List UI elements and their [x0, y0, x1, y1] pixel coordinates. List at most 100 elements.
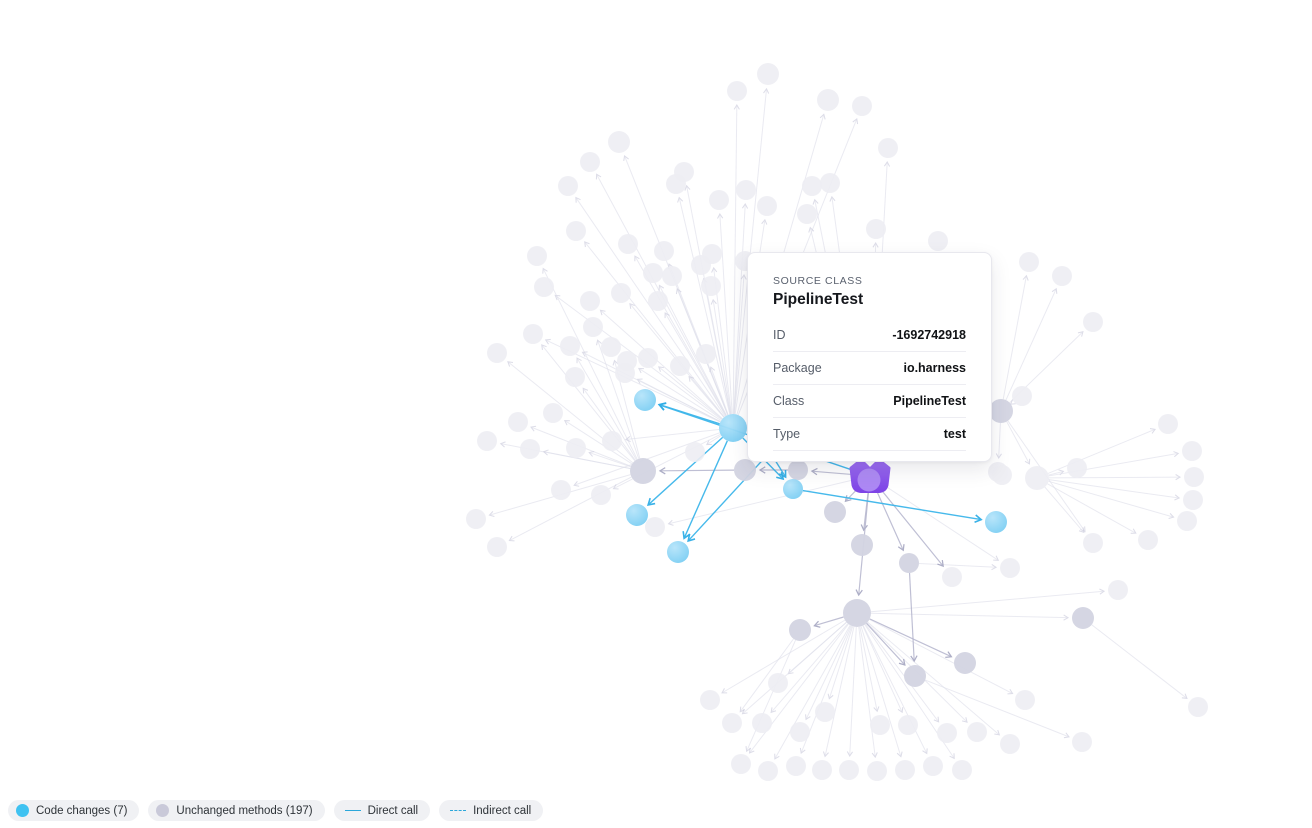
method-node-unchanged[interactable]: [757, 63, 779, 85]
method-node-unchanged[interactable]: [1083, 533, 1103, 553]
method-node-unchanged[interactable]: [989, 399, 1013, 423]
legend-item-code-changes[interactable]: Code changes (7): [8, 800, 140, 821]
method-node-unchanged[interactable]: [812, 760, 832, 780]
method-node-unchanged[interactable]: [477, 431, 497, 451]
method-node-unchanged[interactable]: [1019, 252, 1039, 272]
method-node-changed[interactable]: [667, 541, 689, 563]
method-node-unchanged[interactable]: [824, 501, 846, 523]
method-node-unchanged[interactable]: [731, 754, 751, 774]
legend-item-unchanged-methods[interactable]: Unchanged methods (197): [148, 800, 325, 821]
method-node-unchanged[interactable]: [566, 221, 586, 241]
method-node-unchanged[interactable]: [520, 439, 540, 459]
method-node-unchanged[interactable]: [788, 460, 808, 480]
method-node-unchanged[interactable]: [758, 761, 778, 781]
method-node-unchanged[interactable]: [870, 715, 890, 735]
method-node-unchanged[interactable]: [700, 690, 720, 710]
method-node-unchanged[interactable]: [638, 348, 658, 368]
method-node-unchanged[interactable]: [768, 673, 788, 693]
method-node-unchanged[interactable]: [580, 152, 600, 172]
method-node-unchanged[interactable]: [736, 180, 756, 200]
method-node-unchanged[interactable]: [851, 534, 873, 556]
method-node-unchanged[interactable]: [988, 462, 1008, 482]
method-node-changed[interactable]: [783, 479, 803, 499]
method-node-unchanged[interactable]: [1184, 467, 1204, 487]
method-node-changed[interactable]: [626, 504, 648, 526]
method-node-unchanged[interactable]: [696, 344, 716, 364]
method-node-unchanged[interactable]: [487, 343, 507, 363]
method-node-unchanged[interactable]: [928, 231, 948, 251]
method-node-unchanged[interactable]: [1012, 386, 1032, 406]
method-node-unchanged[interactable]: [790, 722, 810, 742]
method-node-unchanged[interactable]: [967, 722, 987, 742]
method-node-unchanged[interactable]: [1182, 441, 1202, 461]
method-node-changed[interactable]: [634, 389, 656, 411]
method-node-unchanged[interactable]: [1000, 558, 1020, 578]
method-node-unchanged[interactable]: [558, 176, 578, 196]
method-node-unchanged[interactable]: [543, 403, 563, 423]
method-node-unchanged[interactable]: [591, 485, 611, 505]
method-node-unchanged[interactable]: [1158, 414, 1178, 434]
method-node-unchanged[interactable]: [654, 241, 674, 261]
method-node-unchanged[interactable]: [898, 715, 918, 735]
method-node-unchanged[interactable]: [815, 702, 835, 722]
method-node-unchanged[interactable]: [1108, 580, 1128, 600]
method-node-unchanged[interactable]: [923, 756, 943, 776]
method-node-unchanged[interactable]: [560, 336, 580, 356]
method-node-unchanged[interactable]: [487, 537, 507, 557]
method-node-unchanged[interactable]: [727, 81, 747, 101]
method-node-unchanged[interactable]: [866, 219, 886, 239]
method-node-unchanged[interactable]: [645, 517, 665, 537]
method-node-unchanged[interactable]: [1083, 312, 1103, 332]
method-node-unchanged[interactable]: [523, 324, 543, 344]
method-node-unchanged[interactable]: [611, 283, 631, 303]
method-node-unchanged[interactable]: [1183, 490, 1203, 510]
method-node-unchanged[interactable]: [580, 291, 600, 311]
method-node-unchanged[interactable]: [466, 509, 486, 529]
method-node-unchanged[interactable]: [1177, 511, 1197, 531]
method-node-unchanged[interactable]: [709, 190, 729, 210]
method-node-unchanged[interactable]: [942, 567, 962, 587]
method-node-unchanged[interactable]: [702, 244, 722, 264]
method-node-unchanged[interactable]: [752, 713, 772, 733]
method-node-unchanged[interactable]: [630, 458, 656, 484]
method-node-unchanged[interactable]: [1138, 530, 1158, 550]
method-node-unchanged[interactable]: [878, 138, 898, 158]
method-node-unchanged[interactable]: [899, 553, 919, 573]
method-node-unchanged[interactable]: [817, 89, 839, 111]
method-node-unchanged[interactable]: [954, 652, 976, 674]
method-node-unchanged[interactable]: [734, 459, 756, 481]
method-node-unchanged[interactable]: [508, 412, 528, 432]
method-node-unchanged[interactable]: [1072, 732, 1092, 752]
method-node-unchanged[interactable]: [839, 760, 859, 780]
method-node-unchanged[interactable]: [1025, 466, 1049, 490]
method-node-unchanged[interactable]: [952, 760, 972, 780]
method-node-unchanged[interactable]: [701, 276, 721, 296]
method-node-unchanged[interactable]: [1188, 697, 1208, 717]
method-node-unchanged[interactable]: [566, 438, 586, 458]
method-node-unchanged[interactable]: [1015, 690, 1035, 710]
method-node-unchanged[interactable]: [1067, 458, 1087, 478]
source-class-node[interactable]: [849, 458, 891, 493]
method-node-unchanged[interactable]: [670, 356, 690, 376]
method-node-unchanged[interactable]: [602, 431, 622, 451]
method-node-unchanged[interactable]: [789, 619, 811, 641]
method-node-unchanged[interactable]: [527, 246, 547, 266]
method-node-unchanged[interactable]: [685, 442, 705, 462]
method-node-unchanged[interactable]: [662, 266, 682, 286]
method-node-unchanged[interactable]: [551, 480, 571, 500]
method-node-unchanged[interactable]: [583, 317, 603, 337]
method-node-unchanged[interactable]: [618, 234, 638, 254]
method-node-unchanged[interactable]: [895, 760, 915, 780]
method-node-unchanged[interactable]: [666, 174, 686, 194]
legend-item-direct-call[interactable]: Direct call: [333, 800, 431, 821]
method-node-unchanged[interactable]: [601, 337, 621, 357]
method-node-unchanged[interactable]: [757, 196, 777, 216]
method-node-unchanged[interactable]: [565, 367, 585, 387]
method-node-unchanged[interactable]: [820, 173, 840, 193]
method-node-unchanged[interactable]: [1000, 734, 1020, 754]
method-node-unchanged[interactable]: [904, 665, 926, 687]
method-node-unchanged[interactable]: [937, 723, 957, 743]
method-node-unchanged[interactable]: [615, 363, 635, 383]
method-node-unchanged[interactable]: [643, 263, 663, 283]
